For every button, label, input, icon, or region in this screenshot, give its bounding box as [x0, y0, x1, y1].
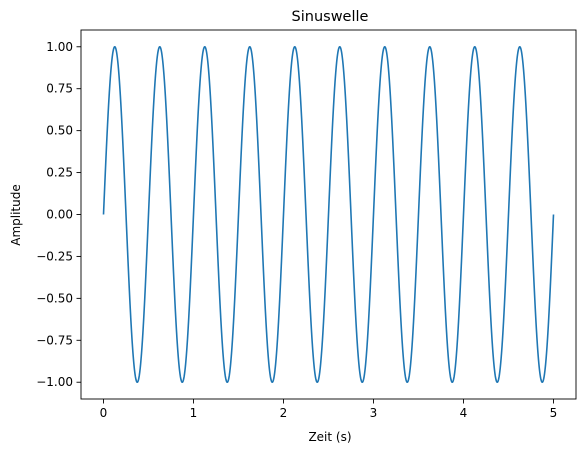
y-tick-label: −0.25: [36, 249, 73, 263]
y-tick-label: 0.25: [46, 166, 73, 180]
x-tick-label: 3: [370, 406, 378, 420]
y-tick-label: −0.75: [36, 333, 73, 347]
y-tick-label: 1.00: [46, 40, 73, 54]
x-axis-title: Zeit (s): [308, 430, 351, 444]
x-tick-label: 2: [280, 406, 288, 420]
x-tick-label: 5: [550, 406, 558, 420]
x-tick-label: 0: [100, 406, 108, 420]
x-tick-label: 4: [460, 406, 468, 420]
plot-area: 0 1 2 3 4 5 −1.00 −0.75 −0.50 −0.25 0.00 0.25 0.50 0.…: [36, 29, 577, 420]
y-tick-label: 0.50: [46, 124, 73, 138]
chart-title: Sinuswelle: [292, 9, 369, 25]
y-tick-label: 0.00: [46, 208, 73, 222]
series-line-0: [102, 45, 555, 384]
y-tick-label: −1.00: [36, 375, 73, 389]
y-tick-label: −0.50: [36, 291, 73, 305]
x-tick-label: 1: [190, 406, 198, 420]
y-tick-label: 0.75: [46, 82, 73, 96]
y-axis-title: Amplitude: [9, 184, 23, 246]
